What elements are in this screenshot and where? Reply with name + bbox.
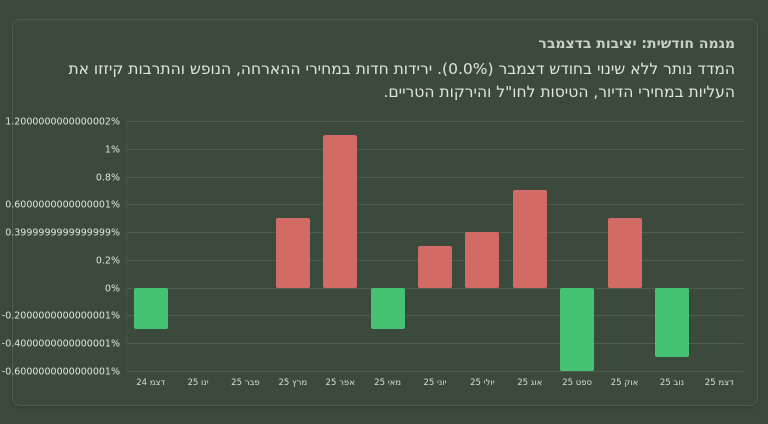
bar-5[interactable] xyxy=(370,287,405,330)
bar-3[interactable] xyxy=(275,218,310,288)
bar-8[interactable] xyxy=(512,190,547,288)
monthly-trend-card: מגמה חודשית: יציבות בדצמבר המדד נותר ללא… xyxy=(12,19,758,406)
bar-11[interactable] xyxy=(654,287,689,358)
card-title: מגמה חודשית: יציבות בדצמבר xyxy=(538,36,735,52)
bar-7[interactable] xyxy=(465,232,500,288)
bar-10[interactable] xyxy=(607,218,642,288)
bar-6[interactable] xyxy=(418,246,452,288)
bar-0[interactable] xyxy=(133,287,168,330)
bar-4[interactable] xyxy=(323,134,358,288)
card-description: המדד נותר ללא שינוי בחודש דצמבר (0.0%). … xyxy=(68,60,735,101)
bar-9[interactable] xyxy=(560,287,595,371)
